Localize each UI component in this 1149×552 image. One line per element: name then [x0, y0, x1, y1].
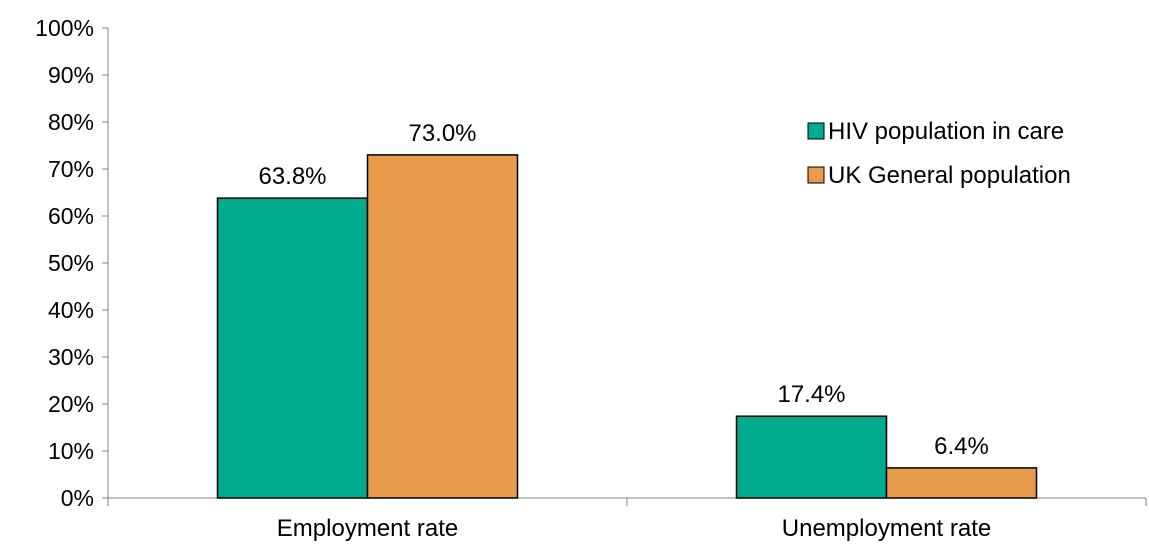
- y-tick-label: 80%: [48, 109, 94, 135]
- bar: [735, 415, 888, 499]
- y-tick-label: 70%: [48, 156, 94, 182]
- data-labels: 63.8% 73.0% 17.4% 6.4%: [258, 120, 988, 460]
- bars: [216, 154, 1038, 499]
- x-category-label: Unemployment rate: [782, 515, 991, 542]
- legend-swatch: [807, 166, 825, 184]
- data-label: 6.4%: [934, 433, 989, 460]
- legend-label: HIV population in care: [828, 118, 1064, 145]
- y-tick-label: 50%: [48, 250, 94, 276]
- legend: HIV population in care UK General populat…: [807, 118, 1071, 189]
- y-axis: 0% 10% 20% 30% 40% 50% 60% 70% 80% 90% 100%: [35, 15, 109, 511]
- legend-swatch: [807, 122, 825, 140]
- y-tick-label: 20%: [48, 391, 94, 417]
- data-label: 63.8%: [258, 163, 326, 190]
- legend-label: UK General population: [828, 162, 1071, 189]
- bar: [366, 154, 519, 499]
- data-label: 73.0%: [408, 120, 476, 147]
- bar: [885, 467, 1038, 499]
- y-tick-label: 10%: [48, 438, 94, 464]
- y-tick-label: 0%: [61, 485, 94, 511]
- y-tick-label: 40%: [48, 297, 94, 323]
- y-tick-label: 60%: [48, 203, 94, 229]
- bar: [216, 197, 369, 499]
- y-tick-label: 30%: [48, 344, 94, 370]
- x-axis: Employment rate Unemployment rate: [107, 497, 1147, 542]
- y-tick-label: 90%: [48, 62, 94, 88]
- y-tick-label: 100%: [35, 15, 94, 41]
- x-category-label: Employment rate: [277, 515, 458, 542]
- data-label: 17.4%: [777, 381, 845, 408]
